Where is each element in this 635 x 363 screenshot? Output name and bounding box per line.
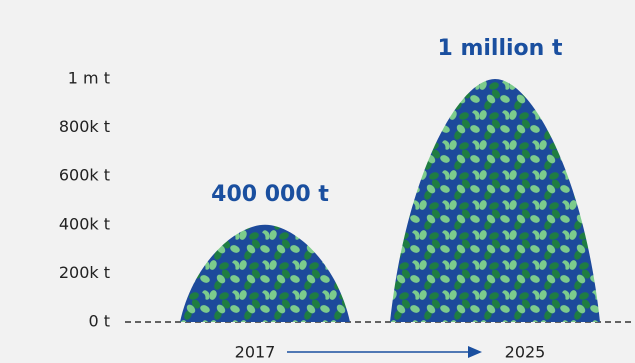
value-label: 400 000 t [211,182,329,207]
y-tick-label: 0 t [88,312,110,331]
arrow-head [468,346,482,358]
x-tick-label: 2025 [505,343,546,362]
y-tick-label: 600k t [59,166,110,185]
pile [390,79,600,322]
y-tick-label: 800k t [59,117,110,136]
x-tick-label: 2017 [235,343,276,362]
y-tick-label: 1 m t [68,69,110,88]
y-tick-label: 400k t [59,214,110,233]
y-tick-label: 200k t [59,263,110,282]
pile [180,224,350,322]
value-label: 1 million t [437,36,562,61]
